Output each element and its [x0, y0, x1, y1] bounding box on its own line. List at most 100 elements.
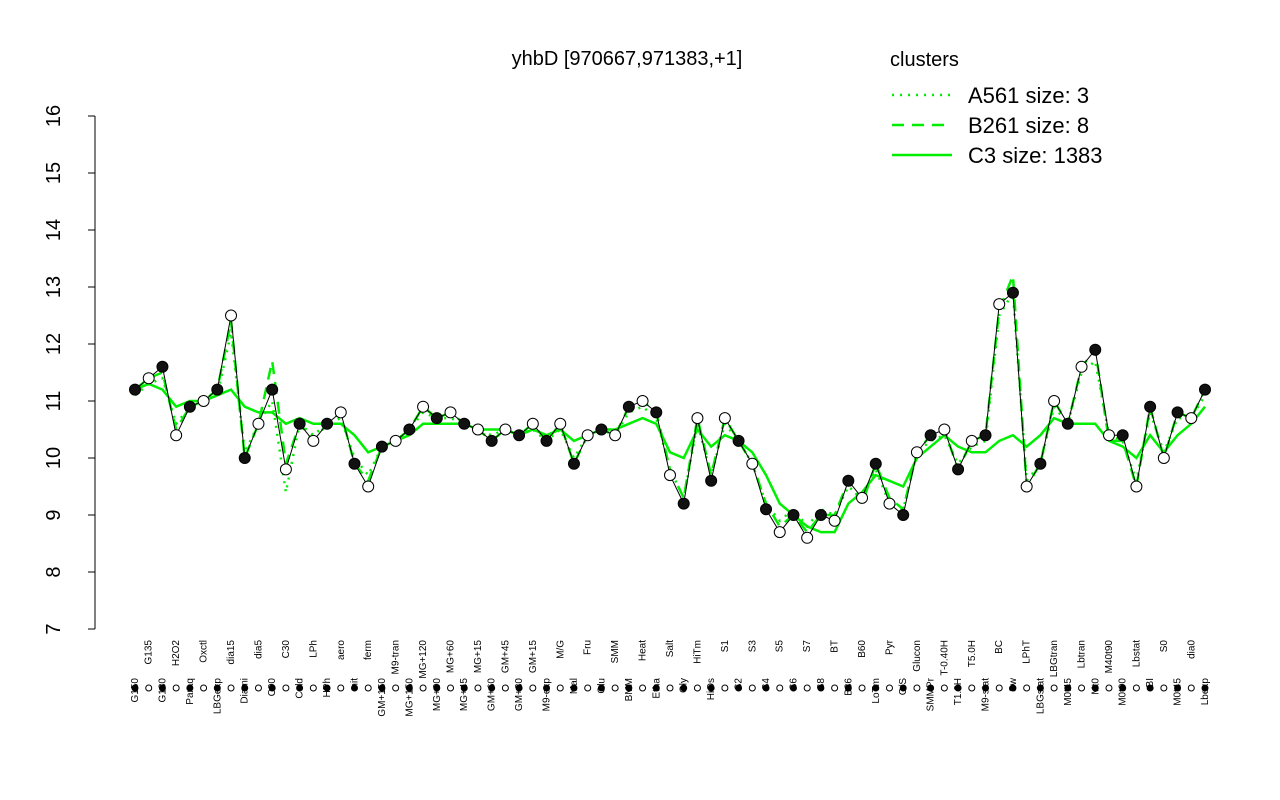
x-tick-label: Mt0: [1090, 678, 1101, 695]
x-tick-label: BI: [1145, 678, 1156, 687]
data-point: [1116, 429, 1129, 442]
x-tick-label: dia5: [253, 640, 264, 659]
data-point: [732, 434, 745, 447]
x-tick-marker: [570, 684, 578, 692]
x-tick-label: Glu: [596, 678, 607, 694]
points-line: [134, 291, 1206, 539]
x-tick-marker: [337, 684, 345, 692]
x-tick-marker: [488, 684, 496, 692]
x-tick-label: LBGstat: [1035, 678, 1046, 714]
data-point: [581, 429, 594, 442]
y-tick-label: 9: [43, 509, 65, 520]
x-tick-marker: [1132, 684, 1140, 692]
x-tick-marker: [200, 684, 208, 692]
x-tick-label: BT: [830, 640, 841, 653]
x-tick-marker: [1064, 684, 1072, 692]
data-point: [458, 417, 471, 430]
x-tick-label: G180: [157, 678, 168, 703]
data-point: [1061, 417, 1074, 430]
data-point: [129, 383, 141, 396]
data-point: [554, 417, 567, 430]
x-tick-marker: [474, 684, 482, 692]
x-tick-label: Lbexp: [1200, 678, 1211, 706]
x-tick-label: BMM: [624, 678, 635, 701]
chart-title: yhbD [970667,971383,+1]: [512, 48, 743, 70]
data-point: [1171, 406, 1184, 419]
x-tick-label: MG+45: [459, 678, 470, 712]
x-tick-label: M40t90: [1104, 640, 1115, 674]
x-tick-marker: [158, 684, 166, 692]
data-point: [609, 429, 622, 442]
x-tick-label: Diami: [240, 678, 251, 704]
x-tick-marker: [611, 684, 619, 692]
data-point: [1075, 360, 1088, 373]
x-tick-marker: [735, 684, 743, 692]
x-tick-label: MG+15: [473, 640, 484, 674]
x-tick-label: S7: [802, 640, 813, 653]
x-tick-marker: [803, 684, 811, 692]
data-point: [760, 503, 773, 516]
x-tick-marker: [1009, 684, 1017, 692]
x-tick-label: Fru: [583, 640, 594, 655]
x-tick-label: MG+60: [446, 640, 457, 674]
x-tick-label: GM+60: [487, 678, 498, 712]
x-tick-marker: [296, 684, 304, 692]
y-tick-label: 16: [43, 105, 65, 127]
x-tick-label: G150: [130, 678, 141, 703]
x-tick-marker: [858, 684, 866, 692]
x-tick-marker: [625, 684, 633, 692]
x-tick-label: BC: [994, 640, 1005, 654]
x-tick-label: Heat: [638, 640, 649, 661]
x-tick-label: LoTm: [871, 678, 882, 704]
x-tick-marker: [378, 684, 386, 692]
data-point: [691, 412, 704, 425]
x-tick-marker: [364, 684, 372, 692]
data-point: [801, 531, 814, 544]
x-tick-label: Pyr: [884, 639, 895, 655]
x-tick-marker: [268, 684, 276, 692]
data-point: [814, 509, 827, 521]
data-point: [348, 457, 361, 470]
y-tick-label: 13: [43, 276, 65, 298]
x-tick-label: S8: [816, 678, 827, 691]
data-point: [252, 417, 265, 430]
y-tick-label: 10: [43, 447, 65, 469]
data-point: [1006, 286, 1019, 299]
x-tick-marker: [968, 684, 976, 692]
x-tick-marker: [927, 684, 935, 692]
x-tick-label: S0: [1159, 640, 1170, 653]
x-tick-marker: [721, 684, 729, 692]
x-tick-marker: [1091, 684, 1099, 692]
y-tick-label: 15: [43, 162, 65, 184]
data-point: [362, 480, 375, 493]
data-point: [1199, 383, 1211, 396]
data-point: [1102, 429, 1115, 442]
legend-label: C3 size: 1383: [968, 143, 1103, 168]
x-tick-marker: [419, 684, 427, 692]
x-tick-label: MG+150: [404, 678, 415, 717]
x-tick-label: M9-stat: [981, 678, 992, 712]
x-tick-label: B36: [843, 678, 854, 696]
x-tick-marker: [1119, 684, 1127, 692]
data-point: [444, 406, 457, 419]
x-tick-label: LPh: [308, 640, 319, 658]
x-tick-marker: [1201, 684, 1209, 692]
data-point: [499, 423, 512, 436]
x-tick-label: GM+45: [500, 640, 511, 674]
x-tick-marker: [982, 684, 990, 692]
y-tick-label: 11: [43, 391, 65, 412]
data-point: [334, 406, 347, 419]
data-point: [417, 400, 430, 413]
data-point: [142, 372, 155, 385]
x-tick-label: M9-tran: [391, 640, 402, 674]
data-point: [910, 446, 923, 459]
x-tick-label: Mal: [569, 678, 580, 694]
x-tick-marker: [529, 684, 537, 692]
x-tick-label: HiTm: [692, 640, 703, 664]
x-tick-label: aero: [336, 640, 347, 660]
x-tick-marker: [227, 684, 235, 692]
data-point: [1144, 400, 1157, 413]
data-point: [924, 429, 937, 442]
